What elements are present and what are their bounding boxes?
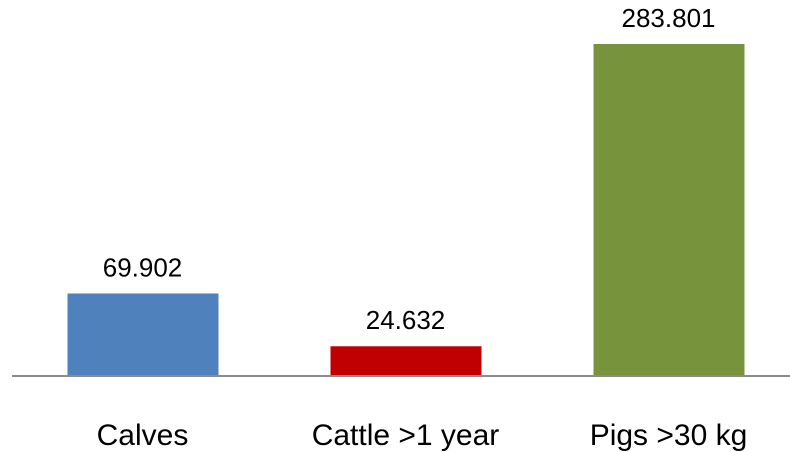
x-tick-label: Calves [97,419,189,452]
bar [593,44,745,375]
x-tick-label: Pigs >30 kg [590,419,748,452]
bar [330,346,482,375]
value-label: 69.902 [103,252,183,282]
bar [67,293,219,375]
value-label: 24.632 [366,305,446,335]
value-label: 283.801 [622,3,716,33]
x-tick-label: Cattle >1 year [312,419,500,452]
